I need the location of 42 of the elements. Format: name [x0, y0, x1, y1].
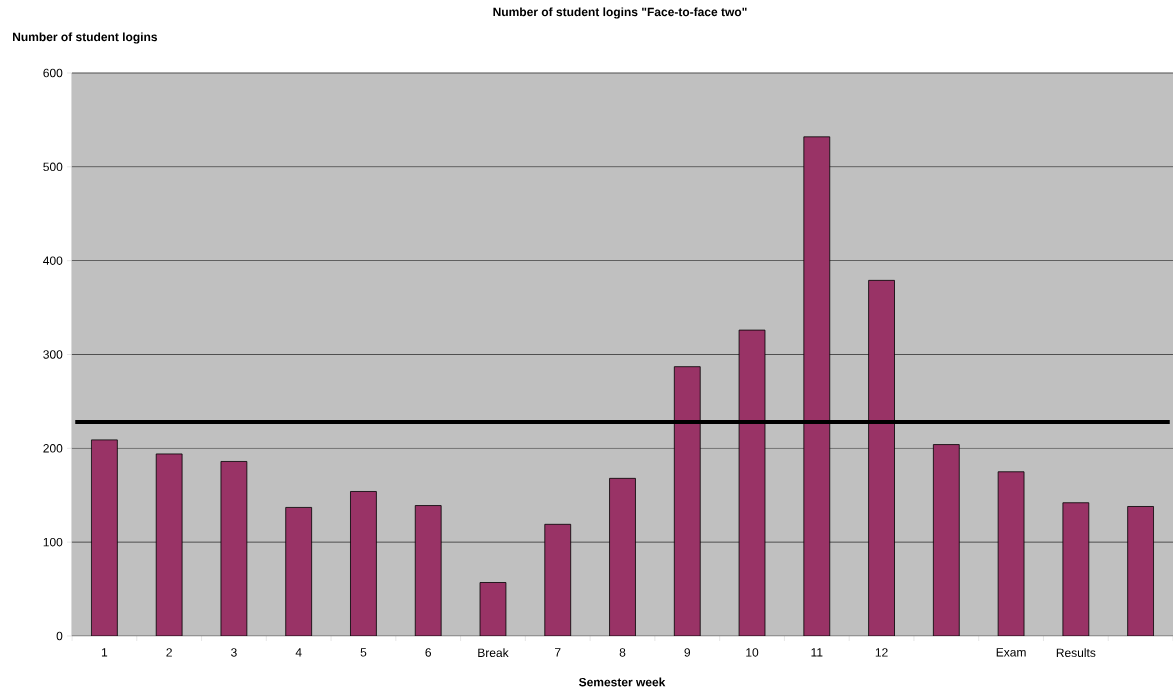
y-tick-label: 500 [43, 162, 63, 172]
bar [414, 505, 442, 636]
x-tick-label: 4 [295, 648, 302, 657]
bar [479, 582, 507, 636]
x-tick-label: 1 [101, 648, 108, 657]
bar [868, 279, 895, 636]
x-tick-label: 12 [875, 648, 888, 657]
x-tick-label: 2 [166, 648, 172, 657]
bar [1062, 502, 1090, 636]
bar [997, 471, 1025, 636]
y-axis-title: Number of student logins [13, 32, 158, 44]
x-tick-label: 11 [811, 648, 823, 657]
bar [673, 366, 701, 636]
x-tick-label: 3 [231, 648, 237, 657]
y-tick-label: 400 [43, 256, 63, 265]
bar [1127, 506, 1154, 636]
x-tick-label: Exam [996, 648, 1026, 657]
bar [803, 136, 831, 636]
y-tick-label: 0 [56, 631, 63, 641]
bar [609, 477, 636, 636]
y-tick-label: 200 [43, 444, 63, 453]
x-tick-label: Break [478, 648, 509, 657]
y-tick-label: 600 [43, 68, 63, 78]
x-tick-label: 6 [425, 648, 432, 657]
bar [544, 523, 572, 636]
x-tick-label: 8 [619, 648, 626, 657]
x-axis-title: Semester week [578, 677, 666, 687]
chart-title: Number of student logins "Face-to-face two" [493, 7, 747, 19]
x-tick-label: 5 [360, 648, 367, 657]
bar [91, 439, 118, 636]
bar [738, 329, 766, 636]
bar [350, 491, 377, 636]
x-tick-label: Results [1056, 648, 1096, 657]
bar [155, 453, 183, 636]
bar [932, 444, 960, 636]
x-tick-label: 7 [555, 648, 561, 657]
y-tick-label: 300 [43, 350, 63, 359]
bar [285, 507, 313, 636]
bar [220, 461, 248, 636]
x-tick-label: 9 [684, 648, 691, 657]
y-tick-label: 100 [43, 537, 63, 547]
x-tick-label: 10 [746, 648, 759, 657]
